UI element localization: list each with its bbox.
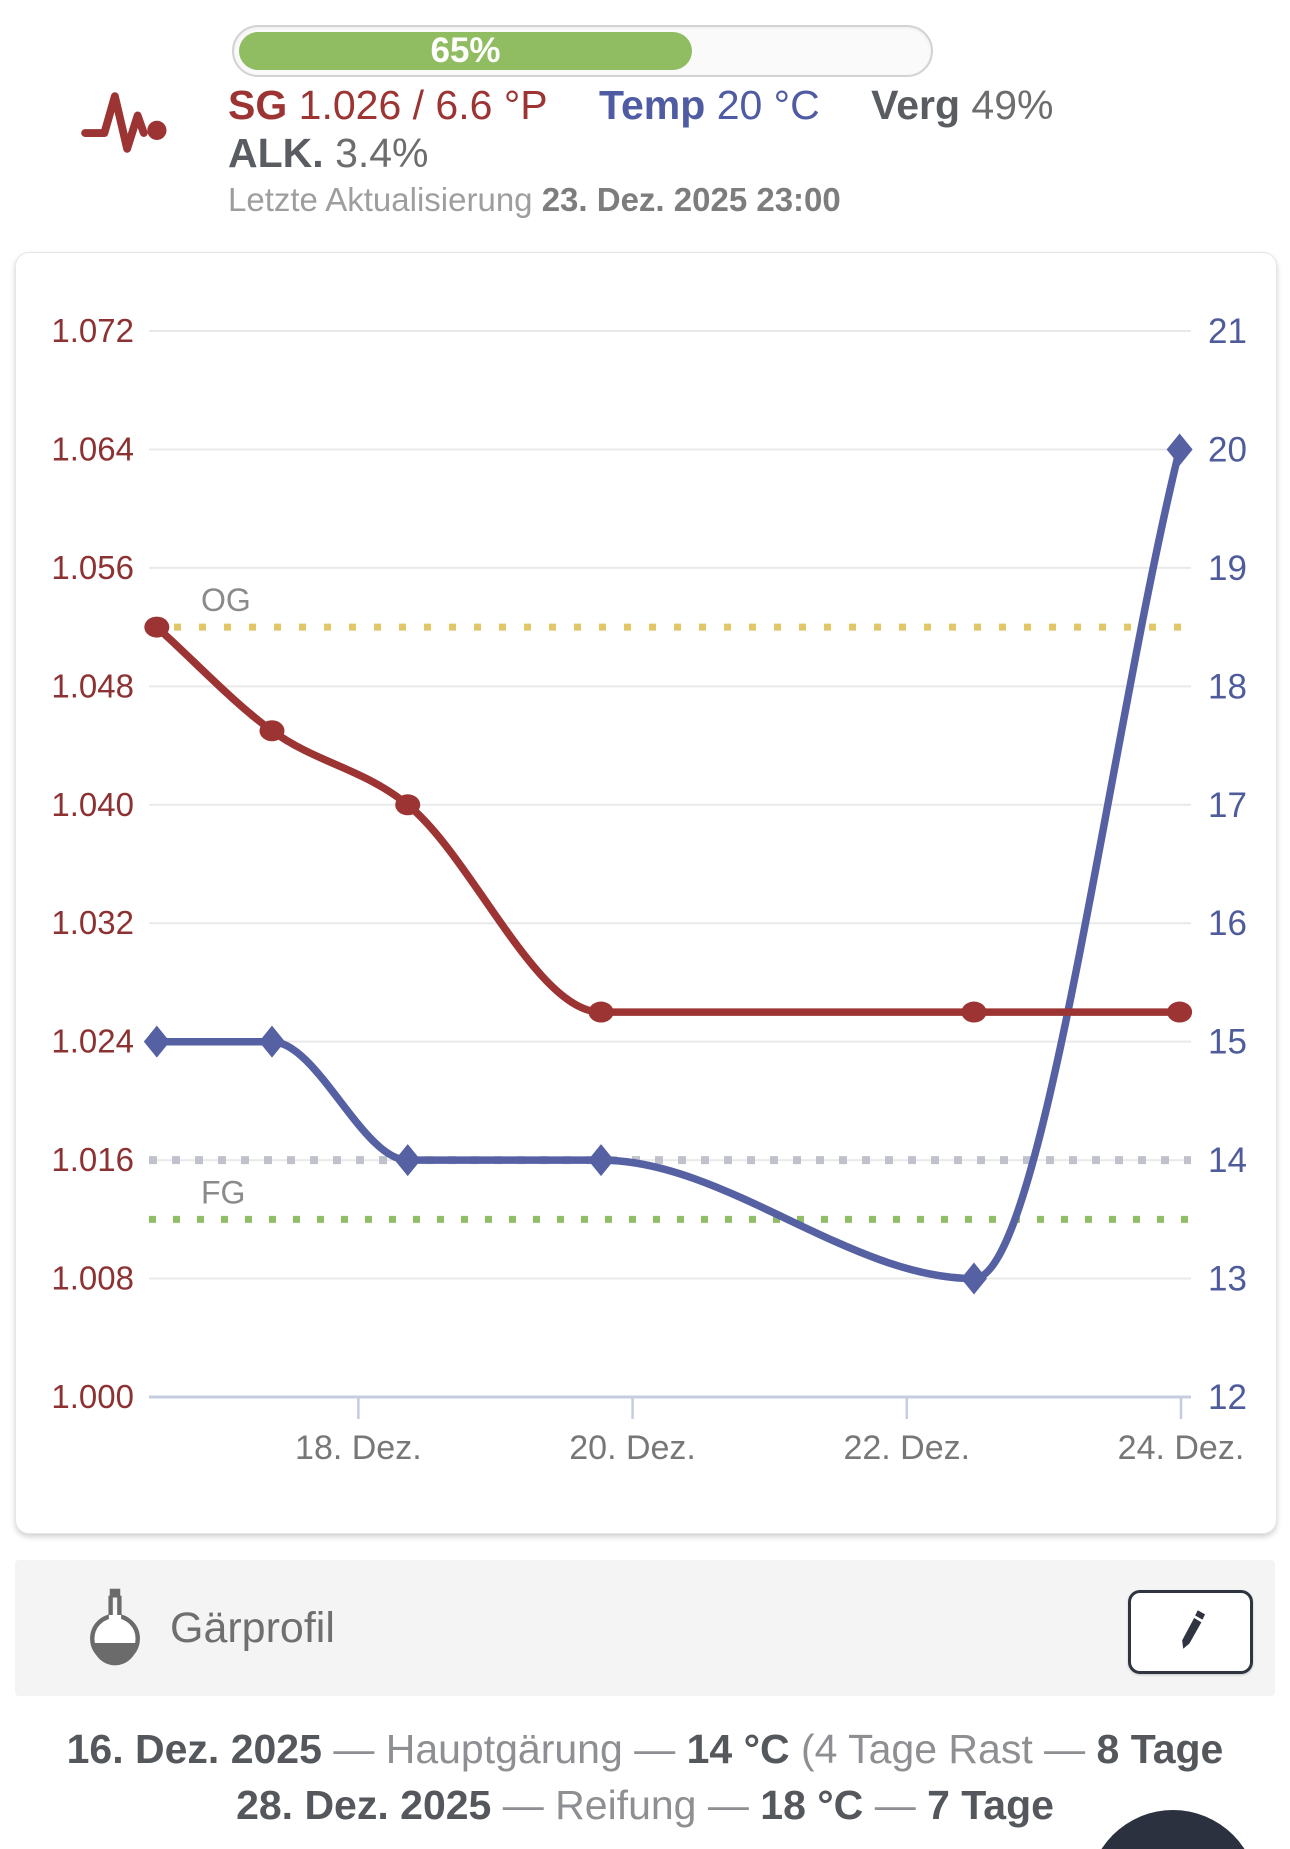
svg-text:17: 17	[1208, 786, 1247, 825]
verg-label: Verg	[871, 82, 960, 128]
alk-value: 3.4%	[335, 130, 429, 176]
svg-text:13: 13	[1208, 1260, 1247, 1299]
svg-text:OG: OG	[201, 582, 251, 618]
svg-text:1.024: 1.024	[51, 1023, 134, 1060]
fermentation-chart-card: 1.072 21 1.064 20 1.056 19 1.048 18 1.040 17 1.032…	[15, 252, 1277, 1534]
svg-text:FG: FG	[201, 1174, 245, 1210]
last-update-line: Letzte Aktualisierung 23. Dez. 2025 23:0…	[228, 181, 841, 219]
alk-line: ALK. 3.4%	[228, 130, 429, 177]
svg-text:21: 21	[1208, 312, 1247, 351]
last-update-value: 23. Dez. 2025 23:00	[541, 181, 841, 218]
svg-text:16: 16	[1208, 904, 1247, 943]
svg-text:18: 18	[1208, 667, 1247, 706]
sg-value: 1.026 / 6.6 °P	[298, 82, 548, 128]
svg-text:22. Dez.: 22. Dez.	[843, 1429, 970, 1467]
fermentation-chart: 1.072 21 1.064 20 1.056 19 1.048 18 1.040 17 1.032…	[51, 312, 1247, 1467]
progress-fill: 65%	[239, 31, 693, 70]
sg-label: SG	[228, 82, 288, 128]
svg-text:1.040: 1.040	[51, 786, 134, 823]
schedule-line-2: 28. Dez. 2025 — Reifung — 18 °C — 7 Tage	[236, 1782, 1054, 1828]
svg-text:1.000: 1.000	[51, 1378, 134, 1415]
svg-text:1.016: 1.016	[51, 1141, 134, 1178]
edit-profile-button[interactable]	[1128, 1590, 1253, 1674]
temp-value: 20 °C	[716, 82, 820, 128]
gaerprofil-title: Gärprofil	[170, 1604, 335, 1652]
svg-text:1.072: 1.072	[51, 312, 134, 349]
svg-text:15: 15	[1208, 1023, 1247, 1062]
svg-text:12: 12	[1208, 1378, 1247, 1417]
stats-line: SG 1.026 / 6.6 °P Temp 20 °C Verg 49%	[228, 82, 1093, 129]
svg-text:1.008: 1.008	[51, 1260, 134, 1297]
last-update-prefix: Letzte Aktualisierung	[228, 181, 542, 218]
svg-text:20: 20	[1208, 430, 1247, 469]
svg-text:18. Dez.: 18. Dez.	[295, 1429, 422, 1467]
alk-label: ALK.	[228, 130, 324, 176]
temp-label: Temp	[598, 82, 706, 128]
pulse-icon	[72, 84, 184, 154]
flask-icon	[87, 1584, 143, 1674]
svg-text:1.056: 1.056	[51, 549, 134, 586]
pencil-icon	[1165, 1604, 1217, 1661]
attenuation-progress-bar: 65%	[232, 25, 933, 77]
svg-text:24. Dez.: 24. Dez.	[1118, 1429, 1245, 1467]
svg-text:19: 19	[1208, 549, 1247, 588]
svg-text:14: 14	[1208, 1141, 1247, 1180]
svg-text:1.064: 1.064	[51, 430, 134, 467]
gaerprofil-header-bar: Gärprofil	[15, 1560, 1275, 1696]
verg-value: 49%	[971, 82, 1054, 128]
svg-text:20. Dez.: 20. Dez.	[569, 1429, 696, 1467]
svg-text:1.048: 1.048	[51, 667, 134, 704]
progress-percent-label: 65%	[430, 31, 501, 70]
svg-text:1.032: 1.032	[51, 904, 134, 941]
schedule-line-1: 16. Dez. 2025 — Hauptgärung — 14 °C (4 T…	[66, 1726, 1224, 1772]
